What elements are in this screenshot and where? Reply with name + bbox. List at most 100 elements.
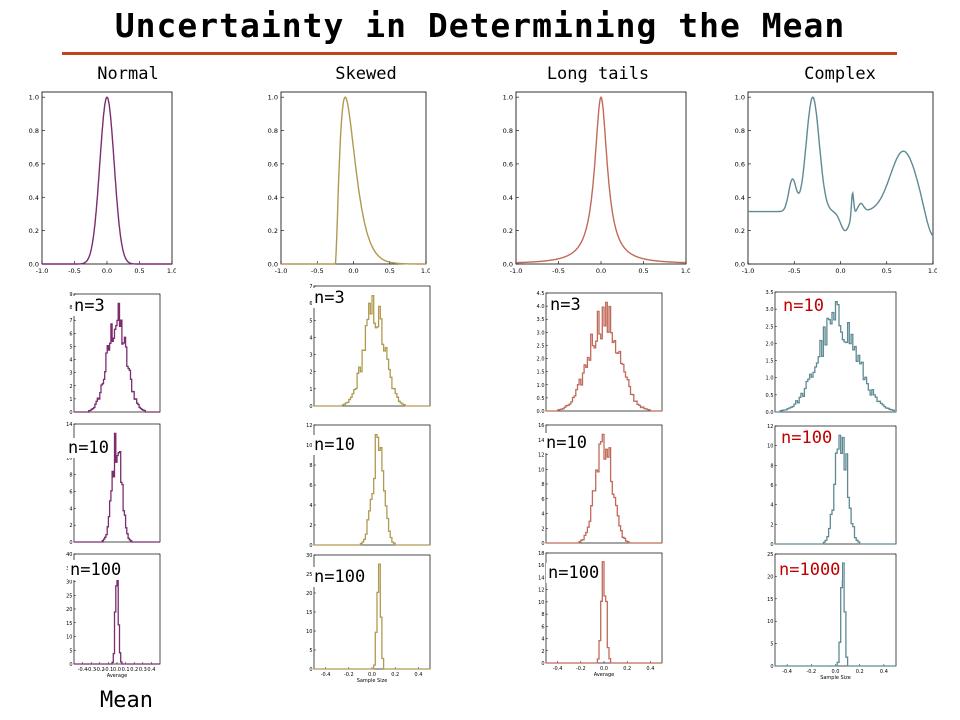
y-tick-label: 3.5	[766, 290, 774, 296]
column-label-long-tails: Long tails	[546, 64, 650, 84]
plot-frame	[747, 91, 934, 265]
y-tick-label: 2.5	[766, 324, 774, 330]
y-tick-label: 8	[309, 463, 312, 469]
x-tick-label: 0.3	[139, 667, 147, 673]
y-tick-label: 2	[541, 526, 544, 532]
histogram-chart: 0 5 10 15 20 25 -0.4 -0.2 0.0 0.2 0.4 Sample Size	[767, 552, 897, 681]
y-tick-label: 0.4	[268, 194, 278, 202]
y-tick-label: 10	[306, 629, 312, 635]
y-tick-label: 14	[538, 575, 544, 581]
y-tick-label: 12	[538, 453, 544, 459]
plot-frame	[73, 423, 161, 543]
y-tick-label: 7	[309, 284, 312, 290]
histogram-panel-complex-n-10: 0.0 0.5 1.0 1.5 2.0 2.5 3.0 3.5	[763, 290, 908, 420]
x-tick-label: -0.4	[782, 669, 792, 675]
x-tick-label: 0.0	[102, 267, 112, 275]
histogram-chart: 0 2 4 6 8 10 12 14 16	[538, 423, 663, 547]
sample-size-label: n=3	[548, 295, 583, 315]
y-tick-label: 4	[69, 506, 72, 512]
y-tick-label: 2	[309, 523, 312, 529]
density-curve-skewed	[281, 96, 426, 265]
y-tick-label: 1.0	[766, 376, 774, 382]
y-tick-label: 0.6	[268, 160, 278, 168]
plot-frame	[73, 293, 161, 413]
sample-size-label: n=10	[544, 433, 589, 453]
y-tick-label: 4.0	[537, 304, 545, 310]
y-tick-label: 0	[69, 662, 72, 668]
y-tick-label: 0	[309, 543, 312, 549]
x-tick-label: -0.5	[68, 267, 81, 275]
y-tick-label: 3.0	[537, 330, 545, 336]
y-tick-label: 0.0	[268, 261, 278, 269]
y-tick-label: 2.0	[537, 357, 545, 363]
y-tick-label: 12	[767, 424, 773, 430]
x-tick-label: 0.1	[122, 667, 130, 673]
y-tick-label: 18	[538, 551, 544, 557]
y-tick-label: 0	[309, 404, 312, 410]
x-tick-label: -0.2	[344, 672, 354, 678]
y-tick-label: 0.6	[735, 160, 745, 168]
x-tick-label: -1.0	[275, 267, 288, 275]
density-chart-complex: 0.0 0.2 0.4 0.6 0.8 1.0 -1.0 -0.5 0.0 0.5 1.0	[735, 91, 937, 275]
x-tick-label: 1.0	[167, 267, 176, 275]
histogram-chart: 0 2 4 6 8 10 12	[767, 424, 897, 548]
y-tick-label: 10	[306, 443, 312, 449]
plot-frame	[545, 292, 663, 412]
y-tick-label: 0.5	[537, 396, 545, 402]
histogram-steps	[74, 432, 160, 543]
histogram-steps	[775, 434, 896, 545]
x-tick-label: 0.0	[348, 267, 358, 275]
y-tick-label: 0.8	[268, 127, 278, 135]
sample-size-label: n=10	[781, 296, 826, 316]
x-tick-label: -0.1	[104, 667, 114, 673]
histogram-panel-complex-n-100: 0 2 4 6 8 10 12	[763, 424, 908, 552]
y-tick-label: 30	[66, 580, 72, 586]
x-axis-label: Average	[107, 673, 128, 679]
y-tick-label: 8	[69, 305, 72, 311]
histogram-steps	[546, 561, 662, 664]
y-tick-label: 1.0	[537, 383, 545, 389]
x-tick-label: 0.0	[368, 672, 376, 678]
x-tick-label: 0.0	[596, 267, 606, 275]
histogram-panel-long-tails-n-10: 0 2 4 6 8 10 12 14 16	[534, 423, 674, 551]
y-tick-label: 4	[309, 335, 312, 341]
y-tick-label: 25	[767, 552, 773, 558]
histogram-steps	[314, 294, 430, 407]
histogram-panel-skewed-n-100: 0 5 10 15 20 25 30 -0.4 -0.2 0.0 0.2 0.4 Sample Size	[302, 553, 442, 685]
density-chart-long-tails: 0.0 0.2 0.4 0.6 0.8 1.0 -1.0 -0.5 0.0 0.5 1.0	[503, 91, 690, 275]
density-curve-normal	[42, 96, 172, 265]
y-tick-label: 20	[767, 574, 773, 580]
x-tick-label: -0.4	[78, 667, 88, 673]
sample-size-label: n=100	[312, 567, 368, 587]
y-tick-label: 10	[538, 467, 544, 473]
density-panel-skewed: 0.0 0.2 0.4 0.6 0.8 1.0 -1.0 -0.5 0.0 0.5 1.0	[255, 88, 430, 278]
y-tick-label: 3	[309, 353, 312, 359]
histogram-steps	[546, 301, 662, 412]
y-tick-label: 6	[69, 331, 72, 337]
y-tick-label: 0.4	[735, 194, 745, 202]
x-tick-label: 0.2	[130, 667, 138, 673]
y-tick-label: 0.4	[29, 194, 39, 202]
x-tick-label: -0.5	[788, 267, 801, 275]
density-panel-long-tails: 0.0 0.2 0.4 0.6 0.8 1.0 -1.0 -0.5 0.0 0.5 1.0	[490, 88, 690, 278]
x-tick-label: 0.0	[835, 267, 845, 275]
y-tick-label: 0	[69, 410, 72, 416]
y-tick-label: 25	[66, 593, 72, 599]
y-tick-label: 15	[66, 621, 72, 627]
y-tick-label: 8	[541, 612, 544, 618]
y-tick-label: 20	[306, 591, 312, 597]
sample-size-label: n=100	[779, 428, 835, 448]
y-tick-label: 7	[69, 318, 72, 324]
density-chart-skewed: 0.0 0.2 0.4 0.6 0.8 1.0 -1.0 -0.5 0.0 0.5 1.0	[268, 91, 430, 275]
y-tick-label: 0.8	[503, 127, 513, 135]
histogram-chart: 0.0 0.5 1.0 1.5 2.0 2.5 3.0 3.5 4.0 4.5	[537, 291, 663, 415]
y-tick-label: 1.0	[503, 94, 513, 102]
histogram-chart: 0.0 0.5 1.0 1.5 2.0 2.5 3.0 3.5	[766, 290, 897, 416]
y-tick-label: 1.0	[268, 94, 278, 102]
sample-size-label: n=1000	[777, 560, 843, 580]
y-tick-label: 0	[541, 541, 544, 547]
y-tick-label: 0.0	[503, 261, 513, 269]
y-tick-label: 16	[538, 563, 544, 569]
y-tick-label: 0.4	[503, 194, 513, 202]
sample-size-label: n=10	[66, 438, 111, 458]
